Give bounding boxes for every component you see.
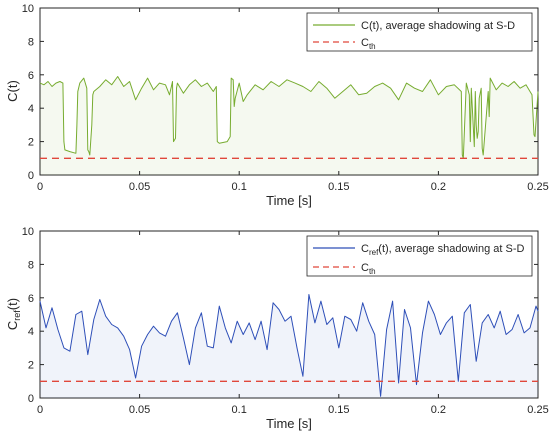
y-tick-label: 4 xyxy=(28,326,34,338)
y-axis-label-top: C(t) xyxy=(5,80,20,102)
legend-label-c: C(t), average shadowing at S-D xyxy=(361,20,515,32)
y-tick-label: 4 xyxy=(28,103,34,115)
x-tick-label: 0.1 xyxy=(232,404,247,416)
x-tick-label: 0 xyxy=(37,181,43,193)
y-tick-label: 6 xyxy=(28,293,34,305)
series-layer-top xyxy=(39,76,539,159)
chart-panel-top: 0 0.05 0.1 0.15 0.2 0.25 0 2 4 6 8 10 C(t), average… xyxy=(5,3,549,208)
y-tick-label: 6 xyxy=(28,70,34,82)
x-tick-label: 0.2 xyxy=(431,404,446,416)
legend-label-cref: Cref(t), average shadowing at S-D xyxy=(361,243,524,257)
legend-box-bottom xyxy=(306,235,533,277)
series-area-0 xyxy=(40,294,538,398)
legend-box-top xyxy=(306,12,533,52)
y-tick-label: 8 xyxy=(28,259,34,271)
chart-panel-bottom: 0 0.05 0.1 0.15 0.2 0.25 0 2 4 6 8 10 Cref(t), aver… xyxy=(5,226,549,431)
series-area-0 xyxy=(40,76,538,175)
area-fill-bottom xyxy=(40,294,538,398)
y-tick-label: 8 xyxy=(28,36,34,48)
legend-bottom: Cref(t), average shadowing at S-D Cth xyxy=(306,235,533,277)
y-tick-label: 0 xyxy=(28,393,34,405)
x-tick-label: 0 xyxy=(37,404,43,416)
x-tick-label: 0.05 xyxy=(129,404,150,416)
y-tick-label: 10 xyxy=(22,226,34,238)
y-tick-label: 2 xyxy=(28,137,34,149)
x-tick-label: 0.1 xyxy=(232,181,247,193)
x-tick-label: 0.2 xyxy=(431,181,446,193)
x-tick-label: 0.25 xyxy=(527,404,548,416)
legend-top: C(t), average shadowing at S-D Cth xyxy=(306,12,533,52)
x-tick-label: 0.05 xyxy=(129,181,150,193)
x-axis-label-top: Time [s] xyxy=(266,193,312,208)
series-layer-bottom xyxy=(39,294,539,397)
x-axis-label-bottom: Time [s] xyxy=(266,416,312,431)
tick-layer-top: 0 0.05 0.1 0.15 0.2 0.25 0 2 4 6 8 10 xyxy=(22,3,549,193)
x-tick-label: 0.15 xyxy=(328,404,349,416)
area-fill-top xyxy=(40,76,538,175)
y-tick-label: 2 xyxy=(28,360,34,372)
x-tick-label: 0.25 xyxy=(527,181,548,193)
plot-area-bottom xyxy=(39,230,539,399)
series-line xyxy=(39,294,539,397)
x-tick-label: 0.15 xyxy=(328,181,349,193)
series-line xyxy=(39,76,539,159)
tick-layer-bottom: 0 0.05 0.1 0.15 0.2 0.25 0 2 4 6 8 10 xyxy=(22,226,549,416)
y-tick-label: 10 xyxy=(22,3,34,15)
y-axis-label-bottom: Cref(t) xyxy=(5,298,22,330)
y-tick-label: 0 xyxy=(28,170,34,182)
